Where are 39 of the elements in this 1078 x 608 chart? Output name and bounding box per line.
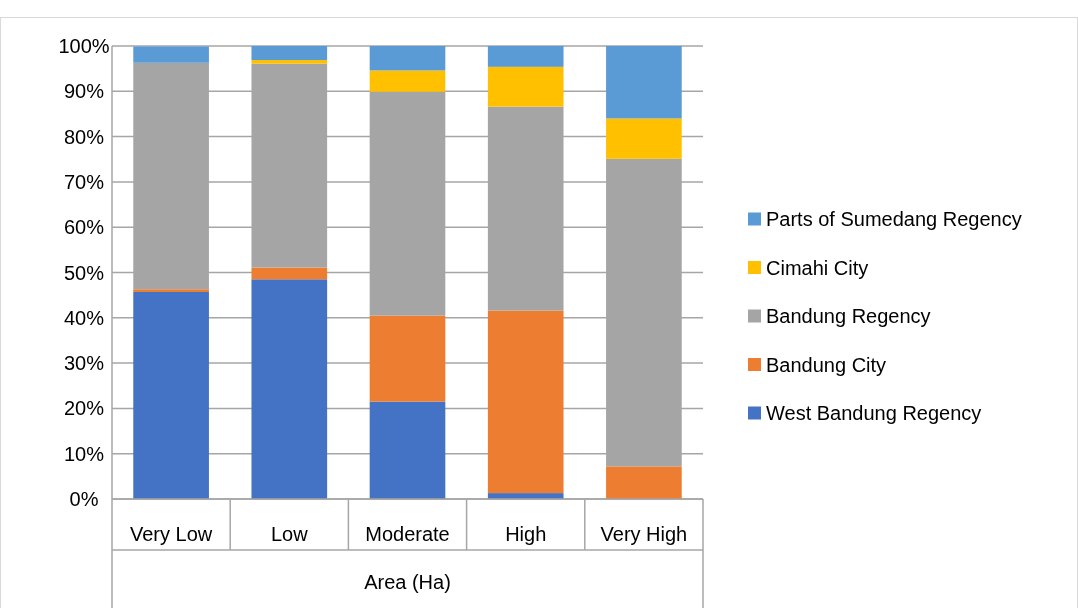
y-tick-label: 100% — [58, 35, 110, 57]
x-axis-title: Area (Ha) — [364, 571, 451, 593]
bar — [369, 70, 446, 92]
y-tick-label: 60% — [63, 216, 105, 239]
x-tick-label: Very Low — [129, 523, 213, 545]
bar — [606, 46, 682, 119]
y-tick-label: 40% — [63, 306, 105, 329]
bar — [133, 291, 209, 499]
y-tick-label: 0% — [69, 488, 99, 510]
bar — [369, 315, 446, 402]
legend-label: Parts of Sumedang Regency — [766, 208, 1022, 230]
bar — [251, 267, 328, 280]
bar — [133, 46, 209, 63]
y-tick-label: 10% — [63, 442, 105, 465]
legend-label: West Bandung Regency — [766, 402, 982, 424]
bar — [369, 46, 446, 71]
legend-label: Bandung Regency — [766, 305, 931, 327]
y-tick-label: 50% — [63, 261, 105, 284]
bar — [369, 401, 446, 499]
bar — [487, 46, 564, 67]
x-tick-label: Very High — [600, 523, 688, 545]
bar — [487, 310, 564, 494]
bar — [487, 66, 564, 107]
bar — [606, 118, 682, 159]
bar — [251, 60, 328, 64]
y-tick-label: 20% — [63, 397, 105, 420]
bar — [251, 46, 328, 61]
bar — [251, 279, 328, 499]
x-tick-label: Moderate — [365, 523, 450, 545]
x-tick-label: Low — [270, 523, 309, 545]
y-tick-label: 70% — [63, 170, 105, 193]
bar — [606, 466, 682, 499]
y-tick-label: 80% — [63, 125, 105, 148]
legend-label: Bandung City — [766, 353, 887, 376]
bar — [133, 289, 209, 292]
x-tick-label: High — [505, 523, 547, 545]
y-tick-label: 90% — [63, 80, 105, 103]
y-tick-label: 30% — [63, 352, 105, 375]
legend-label: Cimahi City — [766, 256, 869, 279]
